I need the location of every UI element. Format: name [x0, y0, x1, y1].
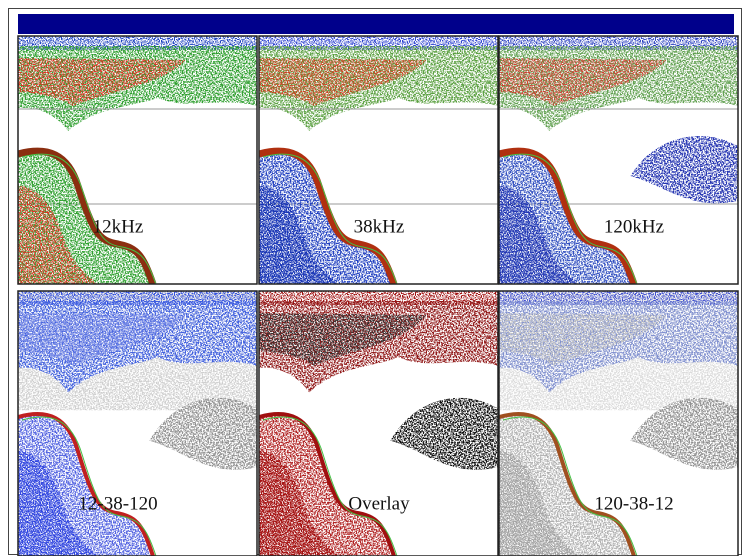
panel-label: 12kHz — [93, 216, 144, 237]
panel-label: 12-38-120 — [78, 493, 157, 514]
echogram-figure: 12kHz 38kHz 120kHz 12-38-120 Overlay 120-38-1… — [0, 0, 750, 556]
echogram-panel: 120-38-12 — [499, 291, 738, 556]
echogram-panel: 38kHz — [259, 36, 498, 287]
panel-content — [18, 291, 257, 556]
panel-content — [18, 36, 257, 287]
panel-content — [259, 36, 498, 287]
echogram-panel: Overlay — [259, 291, 498, 556]
panel-label: Overlay — [348, 493, 410, 514]
echogram-panel: 12-38-120 — [18, 291, 257, 556]
title-bar — [18, 14, 734, 34]
panel-label: 120-38-12 — [594, 493, 673, 514]
panel-content — [499, 36, 738, 287]
panel-label: 38kHz — [354, 216, 405, 237]
panel-label: 120kHz — [604, 216, 664, 237]
panels: 12kHz 38kHz 120kHz 12-38-120 Overlay 120-38-1… — [18, 36, 738, 556]
panel-content — [259, 291, 498, 556]
echogram-panel: 12kHz — [18, 36, 257, 287]
panel-content — [499, 291, 738, 556]
echogram-panel: 120kHz — [499, 36, 738, 287]
